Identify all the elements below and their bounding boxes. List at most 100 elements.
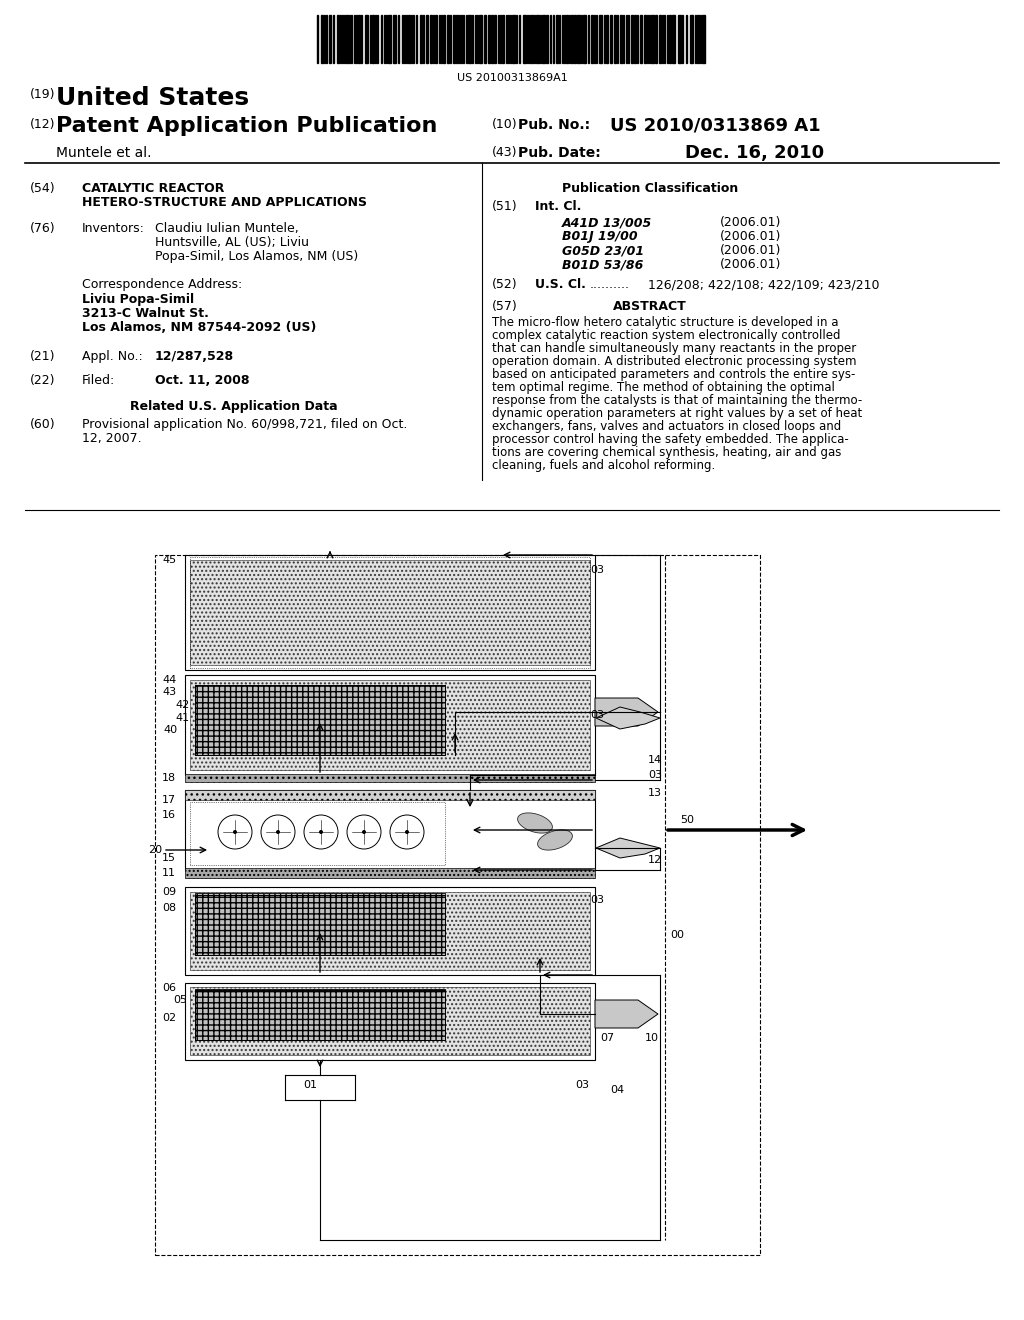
Text: ..........: ..........: [590, 279, 630, 290]
Text: 03: 03: [590, 565, 604, 576]
Text: 03: 03: [590, 710, 604, 719]
Bar: [512, 15, 515, 63]
Text: (57): (57): [492, 300, 518, 313]
Bar: [479, 15, 482, 63]
Text: (19): (19): [30, 88, 55, 102]
Text: B01J 19/00: B01J 19/00: [562, 230, 638, 243]
Bar: [502, 15, 504, 63]
Bar: [190, 557, 590, 668]
Text: Muntele et al.: Muntele et al.: [56, 147, 152, 160]
Text: Patent Application Publication: Patent Application Publication: [56, 116, 437, 136]
Bar: [659, 15, 662, 63]
Text: Pub. No.:: Pub. No.:: [518, 117, 590, 132]
Bar: [447, 15, 449, 63]
Text: (10): (10): [492, 117, 517, 131]
Bar: [702, 15, 705, 63]
Text: ABSTRACT: ABSTRACT: [613, 300, 687, 313]
Bar: [388, 15, 391, 63]
Text: Pub. Date:: Pub. Date:: [518, 147, 601, 160]
Polygon shape: [596, 708, 660, 729]
Text: 12, 2007.: 12, 2007.: [82, 432, 141, 445]
Bar: [644, 15, 646, 63]
Text: 126/208; 422/108; 422/109; 423/210: 126/208; 422/108; 422/109; 423/210: [648, 279, 880, 290]
Bar: [583, 15, 586, 63]
Text: tions are covering chemical synthesis, heating, air and gas: tions are covering chemical synthesis, h…: [492, 446, 842, 459]
Text: (21): (21): [30, 350, 55, 363]
Text: 04: 04: [610, 1085, 624, 1096]
Polygon shape: [596, 838, 660, 858]
Bar: [372, 15, 374, 63]
Bar: [185, 675, 595, 775]
Text: (2006.01): (2006.01): [720, 216, 781, 228]
Text: 10: 10: [645, 1034, 659, 1043]
Bar: [640, 15, 642, 63]
Bar: [190, 892, 590, 970]
Text: U.S. Cl.: U.S. Cl.: [535, 279, 586, 290]
Text: Int. Cl.: Int. Cl.: [535, 201, 582, 213]
Text: 17: 17: [162, 795, 176, 805]
Text: 13: 13: [648, 788, 662, 799]
Text: 05: 05: [173, 995, 187, 1005]
Bar: [190, 680, 590, 770]
Text: Inventors:: Inventors:: [82, 222, 144, 235]
Text: United States: United States: [56, 86, 249, 110]
Bar: [195, 990, 445, 1040]
Bar: [690, 15, 693, 63]
Bar: [490, 15, 493, 63]
Polygon shape: [595, 698, 658, 726]
Text: (60): (60): [30, 418, 55, 432]
Bar: [697, 15, 699, 63]
Text: complex catalytic reaction system electronically controlled: complex catalytic reaction system electr…: [492, 329, 841, 342]
Text: 03: 03: [575, 1080, 589, 1090]
Bar: [443, 15, 445, 63]
Text: 03: 03: [648, 770, 662, 780]
Bar: [185, 869, 595, 878]
Text: Huntsville, AL (US); Liviu: Huntsville, AL (US); Liviu: [155, 236, 309, 249]
Bar: [358, 15, 360, 63]
Text: 12/287,528: 12/287,528: [155, 350, 234, 363]
Bar: [329, 15, 331, 63]
Text: 3213-C Walnut St.: 3213-C Walnut St.: [82, 308, 209, 319]
Text: Dec. 16, 2010: Dec. 16, 2010: [685, 144, 824, 162]
Text: Oct. 11, 2008: Oct. 11, 2008: [155, 374, 250, 387]
Text: (2006.01): (2006.01): [720, 230, 781, 243]
Text: Los Alamos, NM 87544-2092 (US): Los Alamos, NM 87544-2092 (US): [82, 321, 316, 334]
Text: 40: 40: [163, 725, 177, 735]
Text: Popa-Simil, Los Alamos, NM (US): Popa-Simil, Los Alamos, NM (US): [155, 249, 358, 263]
Text: (2006.01): (2006.01): [720, 244, 781, 257]
Bar: [185, 554, 595, 671]
Bar: [556, 15, 558, 63]
Bar: [430, 15, 432, 63]
Text: Claudiu Iulian Muntele,: Claudiu Iulian Muntele,: [155, 222, 299, 235]
Bar: [536, 15, 539, 63]
Text: A41D 13/005: A41D 13/005: [562, 216, 652, 228]
Bar: [631, 15, 633, 63]
Text: (54): (54): [30, 182, 55, 195]
Text: 08: 08: [162, 903, 176, 913]
Text: (22): (22): [30, 374, 55, 387]
Bar: [634, 15, 636, 63]
Text: 42: 42: [175, 700, 189, 710]
Text: (12): (12): [30, 117, 55, 131]
Bar: [185, 789, 595, 800]
Text: Related U.S. Application Data: Related U.S. Application Data: [130, 400, 338, 413]
Bar: [620, 15, 622, 63]
Circle shape: [233, 830, 237, 834]
Text: that can handle simultaneously many reactants in the proper: that can handle simultaneously many reac…: [492, 342, 856, 355]
Bar: [606, 15, 608, 63]
Bar: [678, 15, 681, 63]
Bar: [190, 803, 445, 865]
Bar: [523, 15, 526, 63]
Circle shape: [362, 830, 366, 834]
Text: processor control having the safety embedded. The applica-: processor control having the safety embe…: [492, 433, 849, 446]
Bar: [531, 15, 534, 63]
Bar: [577, 15, 580, 63]
Bar: [195, 989, 445, 1040]
Bar: [155, 554, 760, 1255]
Bar: [574, 15, 575, 63]
Text: 00: 00: [670, 931, 684, 940]
Bar: [190, 560, 590, 665]
Text: The micro-flow hetero catalytic structure is developed in a: The micro-flow hetero catalytic structur…: [492, 315, 839, 329]
Bar: [195, 894, 445, 954]
Text: 11: 11: [162, 869, 176, 878]
